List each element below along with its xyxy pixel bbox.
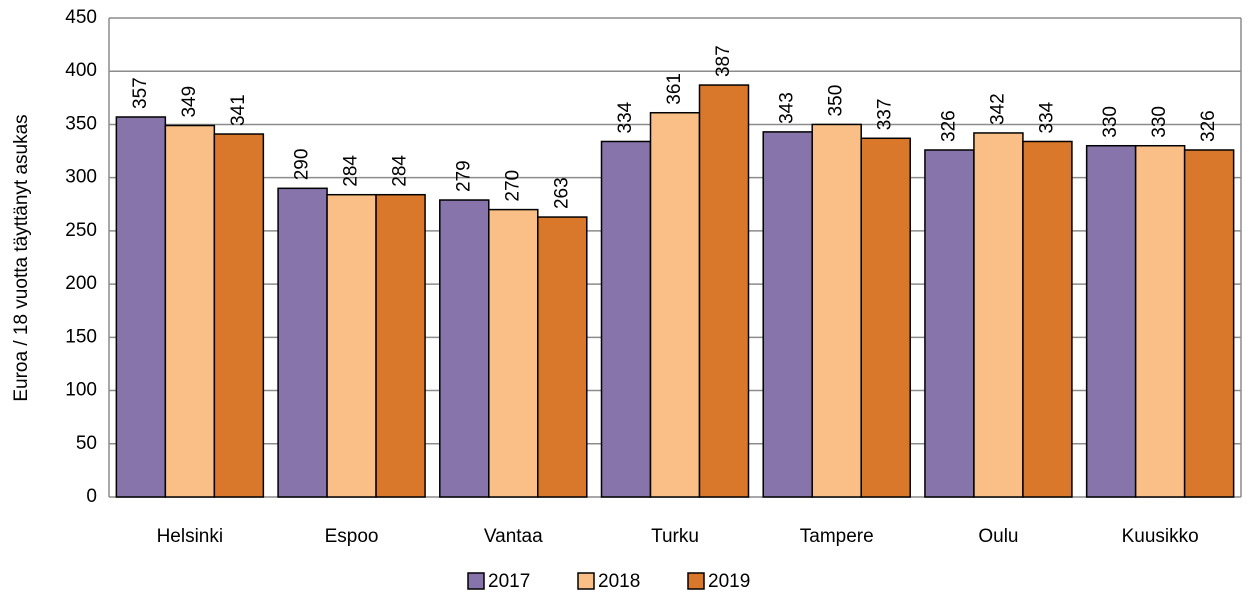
legend-label: 2019 bbox=[708, 571, 750, 592]
data-label: 337 bbox=[875, 99, 896, 131]
data-label: 263 bbox=[551, 177, 572, 209]
data-label: 341 bbox=[228, 94, 249, 126]
bar bbox=[439, 199, 490, 498]
data-label: 334 bbox=[615, 101, 636, 133]
x-tick-label: Espoo bbox=[325, 526, 379, 547]
data-label: 270 bbox=[502, 170, 523, 202]
bar bbox=[537, 216, 588, 498]
x-tick-label: Kuusikko bbox=[1122, 526, 1199, 547]
x-tick-label: Turku bbox=[651, 526, 699, 547]
bar bbox=[277, 187, 328, 498]
bar bbox=[164, 124, 216, 498]
data-label: 349 bbox=[179, 86, 200, 118]
data-label: 342 bbox=[987, 93, 1008, 125]
bar bbox=[488, 208, 539, 498]
data-label: 284 bbox=[390, 155, 411, 187]
y-tick-label: 50 bbox=[76, 433, 97, 454]
y-tick-label: 400 bbox=[65, 60, 97, 81]
data-label: 284 bbox=[341, 155, 362, 187]
y-tick-label: 0 bbox=[86, 486, 97, 507]
bar bbox=[213, 133, 265, 498]
bar bbox=[1183, 149, 1235, 498]
bar bbox=[649, 111, 701, 498]
bar bbox=[973, 132, 1024, 498]
data-label: 361 bbox=[664, 73, 685, 105]
bar bbox=[1134, 144, 1186, 498]
bar bbox=[115, 116, 167, 498]
y-tick-label: 450 bbox=[65, 7, 97, 28]
bar bbox=[860, 137, 911, 498]
data-label: 330 bbox=[1149, 106, 1170, 138]
y-tick-label: 200 bbox=[65, 273, 97, 294]
y-axis-label: Euroa / 18 vuotta täyttänyt asukas bbox=[11, 114, 32, 401]
y-tick-label: 250 bbox=[65, 220, 97, 241]
data-label: 330 bbox=[1100, 106, 1121, 138]
data-label: 343 bbox=[777, 92, 798, 124]
data-label: 326 bbox=[938, 110, 959, 142]
x-tick-label: Vantaa bbox=[484, 526, 543, 547]
bar bbox=[600, 140, 652, 498]
legend-swatch bbox=[577, 572, 595, 590]
y-tick-label: 350 bbox=[65, 113, 97, 134]
data-label: 387 bbox=[713, 45, 734, 77]
legend-label: 2018 bbox=[598, 571, 640, 592]
x-tick-label: Tampere bbox=[800, 526, 874, 547]
data-label: 279 bbox=[453, 160, 474, 192]
bar bbox=[326, 193, 377, 498]
bar bbox=[698, 84, 750, 498]
bar bbox=[375, 193, 426, 498]
bar bbox=[1085, 144, 1137, 498]
data-label: 357 bbox=[130, 77, 151, 109]
legend-swatch bbox=[687, 572, 705, 590]
bar bbox=[762, 131, 813, 498]
bar bbox=[924, 149, 975, 498]
bar bbox=[811, 123, 862, 498]
x-tick-label: Helsinki bbox=[157, 526, 224, 547]
x-tick-label: Oulu bbox=[978, 526, 1018, 547]
bar bbox=[1022, 140, 1073, 498]
data-label: 350 bbox=[826, 85, 847, 117]
legend-label: 2017 bbox=[488, 571, 530, 592]
y-tick-label: 100 bbox=[65, 380, 97, 401]
y-tick-label: 300 bbox=[65, 167, 97, 188]
legend-swatch bbox=[467, 572, 485, 590]
data-label: 334 bbox=[1036, 101, 1057, 133]
data-label: 290 bbox=[292, 149, 313, 181]
data-label: 326 bbox=[1198, 110, 1219, 142]
y-tick-label: 150 bbox=[65, 326, 97, 347]
